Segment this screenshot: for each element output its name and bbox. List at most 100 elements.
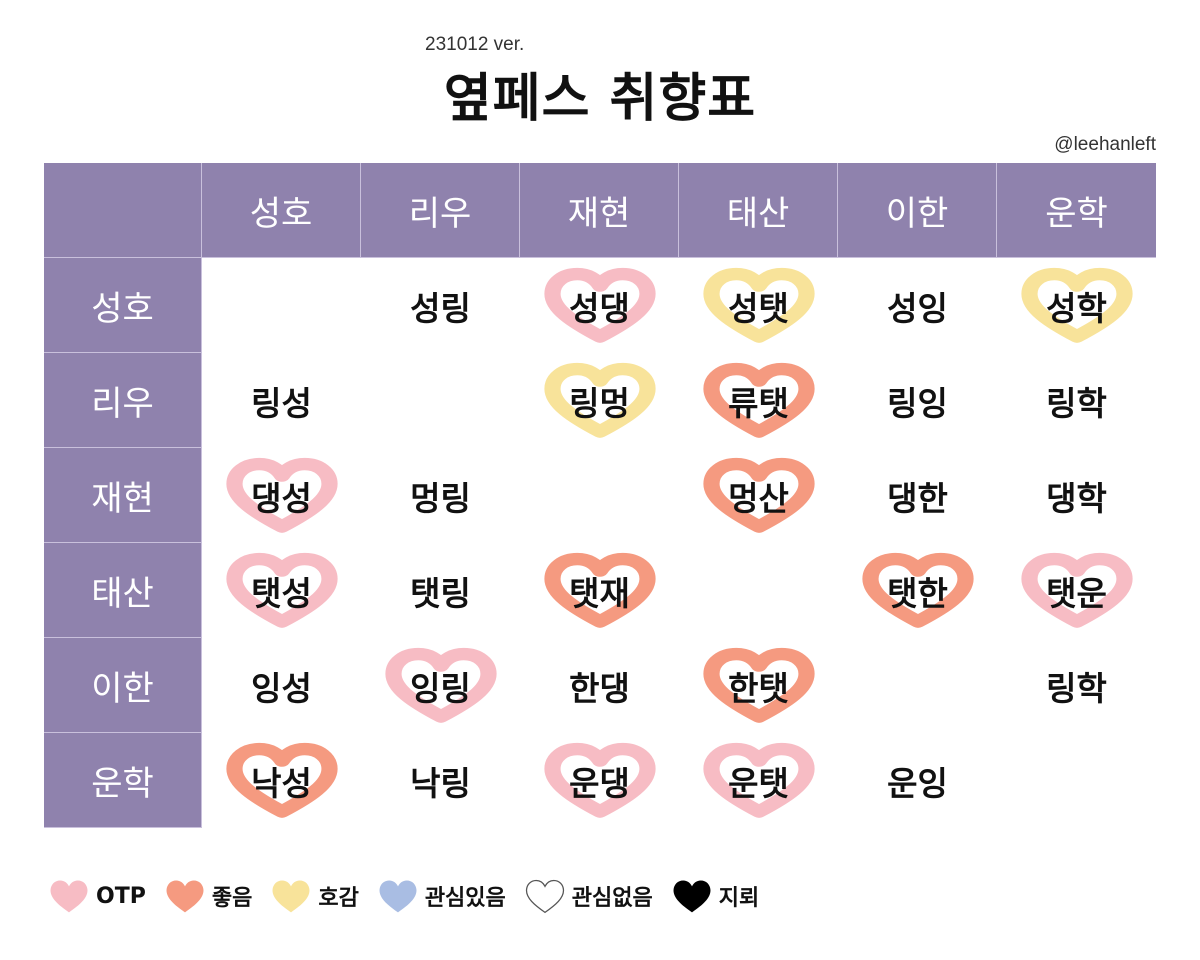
heart-icon <box>673 880 711 913</box>
heart-marker-icon <box>702 742 815 818</box>
page-title: 옆페스 취향표 <box>443 69 757 129</box>
legend-item-none: 관심없음 <box>524 876 653 916</box>
heart-marker-icon <box>1020 267 1133 343</box>
legend-label: 관심있음 <box>424 886 506 911</box>
pairing-cell: 성댕 <box>520 258 679 353</box>
pairing-cell: 댕한 <box>838 448 997 543</box>
pairing-cell: 멍산 <box>679 448 838 543</box>
pairing-cell: 잉링 <box>361 638 520 733</box>
legend: OTP 좋음 호감 관심있음 관심없음 지뢰 <box>48 872 777 920</box>
legend-label: 호감 <box>318 886 359 911</box>
heart-marker-icon <box>543 362 656 438</box>
pairing-label: 운탯 <box>728 763 789 803</box>
version-label: 231012 ver. <box>425 34 525 55</box>
pairing-label: 댕한 <box>887 478 948 518</box>
pairing-label: 탯재 <box>569 573 630 613</box>
pairing-label: 한댕 <box>569 668 630 708</box>
pairing-cell <box>838 638 997 733</box>
pairing-label: 낙링 <box>410 763 471 803</box>
pairing-cell <box>997 733 1156 828</box>
pairing-label: 멍링 <box>410 478 471 518</box>
pairing-label: 링멍 <box>569 383 630 423</box>
table-corner <box>44 163 202 258</box>
heart-marker-icon <box>702 647 815 723</box>
heart-marker-icon <box>225 552 338 628</box>
legend-item-like: 좋음 <box>164 876 252 916</box>
legend-item-interest: 관심있음 <box>377 876 506 916</box>
pairing-label: 탯한 <box>887 573 948 613</box>
pairing-cell: 링성 <box>202 353 361 448</box>
pairing-label: 잉성 <box>251 668 312 708</box>
pairing-label: 링성 <box>251 383 312 423</box>
legend-item-mine: 지뢰 <box>671 876 759 916</box>
pairing-cell: 링학 <box>997 638 1156 733</box>
legend-label: 관심없음 <box>571 886 653 911</box>
pairing-label: 류탯 <box>728 383 789 423</box>
pairing-label: 링학 <box>1046 668 1107 708</box>
row-header: 태산 <box>44 543 202 638</box>
pairing-cell: 탯한 <box>838 543 997 638</box>
legend-label: 지뢰 <box>718 886 760 911</box>
pairing-label: 탯성 <box>251 573 312 613</box>
pairing-cell <box>679 543 838 638</box>
heart-marker-icon <box>1020 552 1133 628</box>
pairing-label: 탯링 <box>410 573 471 613</box>
row-header: 리우 <box>44 353 202 448</box>
pairing-cell: 링멍 <box>520 353 679 448</box>
heart-icon <box>166 880 204 913</box>
pairing-label: 링잉 <box>887 383 948 423</box>
heart-marker-icon <box>384 647 497 723</box>
pairing-cell: 성잉 <box>838 258 997 353</box>
row-header: 운학 <box>44 733 202 828</box>
column-header: 리우 <box>361 163 520 258</box>
pairing-cell: 류탯 <box>679 353 838 448</box>
pairing-cell <box>520 448 679 543</box>
pairing-label: 운잉 <box>887 763 948 803</box>
heart-marker-icon <box>702 362 815 438</box>
credit-handle: @leehanleft <box>1054 134 1156 155</box>
pairing-cell: 잉성 <box>202 638 361 733</box>
pairing-label: 성학 <box>1046 288 1107 328</box>
pairing-cell <box>202 258 361 353</box>
pairing-label: 댕성 <box>251 478 312 518</box>
heart-marker-icon <box>225 742 338 818</box>
pairing-cell: 탯링 <box>361 543 520 638</box>
row-header: 재현 <box>44 448 202 543</box>
pairing-cell: 성링 <box>361 258 520 353</box>
heart-icon <box>379 880 417 913</box>
pairing-cell: 탯성 <box>202 543 361 638</box>
column-header: 태산 <box>679 163 838 258</box>
pairing-cell: 한탯 <box>679 638 838 733</box>
pairing-cell: 댕학 <box>997 448 1156 543</box>
pairing-label: 성댕 <box>569 288 630 328</box>
row-header: 이한 <box>44 638 202 733</box>
pairing-cell: 탯재 <box>520 543 679 638</box>
pairing-cell: 운잉 <box>838 733 997 828</box>
column-header: 재현 <box>520 163 679 258</box>
legend-item-fond: 호감 <box>270 876 359 916</box>
pairing-cell: 링잉 <box>838 353 997 448</box>
pairing-cell: 댕성 <box>202 448 361 543</box>
heart-marker-icon <box>702 457 815 533</box>
pairing-cell: 운탯 <box>679 733 838 828</box>
pairing-cell: 낙링 <box>361 733 520 828</box>
pairing-cell: 한댕 <box>520 638 679 733</box>
column-header: 이한 <box>838 163 997 258</box>
pairing-cell: 성탯 <box>679 258 838 353</box>
heart-marker-icon <box>702 267 815 343</box>
pairing-label: 잉링 <box>410 668 471 708</box>
heart-marker-icon <box>225 457 338 533</box>
legend-item-otp: OTP <box>48 876 146 916</box>
row-header: 성호 <box>44 258 202 353</box>
heart-outline-icon <box>525 879 564 914</box>
pairing-label: 운댕 <box>569 763 630 803</box>
heart-marker-icon <box>543 267 656 343</box>
pairing-label: 멍산 <box>728 478 789 518</box>
pairing-label: 성링 <box>410 288 471 328</box>
pairing-label: 성잉 <box>887 288 948 328</box>
pairing-cell: 운댕 <box>520 733 679 828</box>
legend-label: 좋음 <box>211 886 253 911</box>
preference-table: 성호 리우 재현 태산 이한 운학 성호 성링 성댕 성탯 성잉 성학 리우 링성 링멍 류탯 링잉 링학 재현 댕성… <box>44 163 1156 828</box>
pairing-cell <box>361 353 520 448</box>
legend-label: OTP <box>96 883 146 909</box>
